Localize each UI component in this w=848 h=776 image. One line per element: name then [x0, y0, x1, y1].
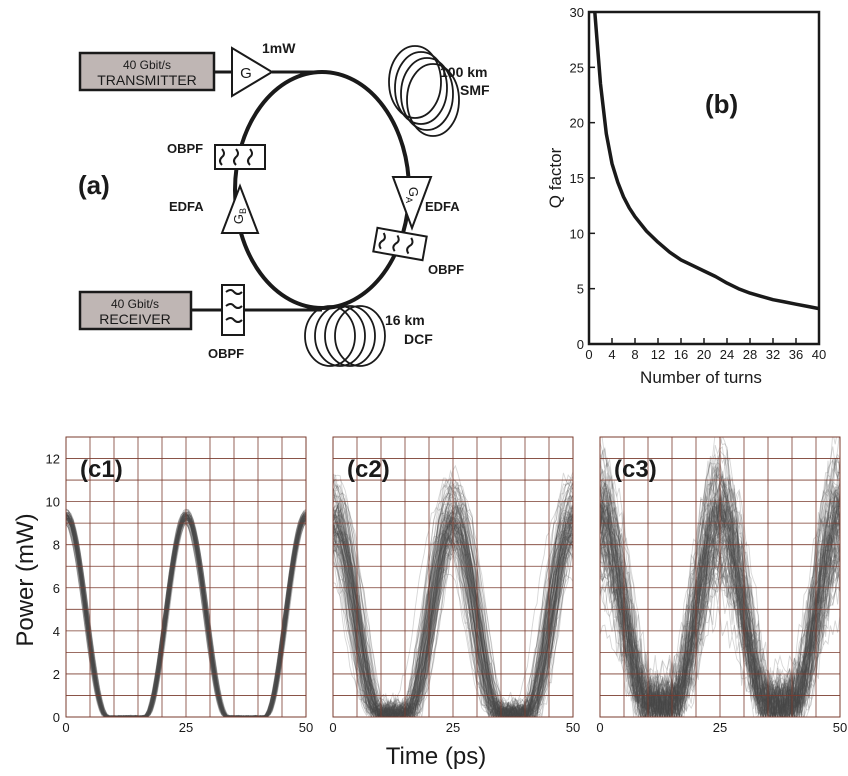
y-tick-label: 8	[53, 538, 60, 553]
y-tick-label: 12	[46, 452, 60, 467]
transmitter-label: TRANSMITTER	[97, 72, 197, 88]
panel-label-b: (b)	[705, 89, 738, 119]
dcf-length-label: 16 km	[385, 312, 425, 328]
edfa-b-amplifier	[220, 183, 260, 234]
x-tick-label: 36	[789, 347, 803, 362]
obpf-label-bottom: OBPF	[208, 346, 244, 361]
x-tick-label: 50	[566, 720, 580, 735]
x-tick-label: 50	[833, 720, 847, 735]
smf-coil	[388, 45, 460, 137]
y-tick-label: 15	[570, 171, 584, 186]
x-tick-label: 24	[720, 347, 734, 362]
q-factor-curve	[593, 11, 820, 311]
y-tick-label: 2	[53, 667, 60, 682]
x-tick-label: 40	[812, 347, 826, 362]
eye-diagram-c2: 0 25 50 (c2)	[329, 436, 580, 735]
edfa-label-right: EDFA	[425, 199, 460, 214]
panel-label-c3: (c3)	[614, 456, 657, 483]
gain-a-symbol: G	[406, 187, 421, 197]
q-factor-plot-frame	[587, 10, 821, 346]
receiver-box	[78, 290, 193, 331]
x-tick-label: 16	[674, 347, 688, 362]
y-tick-label: 30	[570, 5, 584, 20]
y-tick-label: 5	[577, 282, 584, 297]
obpf-filter-left	[214, 144, 266, 170]
eye-plot-frame	[599, 436, 841, 718]
x-tick-label: 0	[62, 720, 69, 735]
q-factor-x-label: Number of turns	[640, 368, 762, 387]
obpf-label-right: OBPF	[428, 262, 464, 277]
gain-b-subscript: B	[238, 208, 248, 214]
y-tick-label: 10	[46, 495, 60, 510]
booster-amplifier	[231, 46, 274, 98]
x-tick-label: 0	[585, 347, 592, 362]
x-tick-label: 50	[299, 720, 313, 735]
smf-length-label: 100 km	[440, 64, 487, 80]
panel-label-c2: (c2)	[347, 456, 390, 483]
x-tick-label: 28	[743, 347, 757, 362]
receiver-rate: 40 Gbit/s	[111, 297, 159, 311]
obpf-label-left: OBPF	[167, 141, 203, 156]
q-factor-y-label: Q factor	[546, 147, 565, 208]
smf-label: SMF	[460, 82, 490, 98]
panel-label-c1: (c1)	[80, 456, 123, 483]
fiber-loop-schematic: 40 Gbit/s TRANSMITTER G 1mW 100 km SMF O…	[78, 40, 490, 367]
eye-plot-frame	[332, 436, 574, 718]
x-tick-label: 25	[446, 720, 460, 735]
power-label: 1mW	[262, 40, 296, 56]
transmitter-rate: 40 Gbit/s	[123, 58, 171, 72]
eye-diagram-c1: 0 25 50 0 2 4 6 8 10 12 (c1)	[46, 436, 313, 735]
eye-y-label: Power (mW)	[12, 513, 39, 646]
transmitter-box	[78, 51, 216, 92]
edfa-a-gain: GA	[404, 187, 421, 203]
panel-label-a: (a)	[78, 170, 110, 200]
x-tick-label: 0	[329, 720, 336, 735]
y-tick-label: 10	[570, 226, 584, 241]
y-tick-label: 20	[570, 116, 584, 131]
booster-gain-label: G	[240, 65, 252, 82]
edfa-b-gain: GB	[231, 208, 248, 224]
receiver-label: RECEIVER	[99, 311, 171, 327]
dcf-label: DCF	[404, 331, 433, 347]
y-tick-label: 25	[570, 60, 584, 75]
eye-plot-frame	[65, 436, 307, 718]
x-tick-label: 4	[608, 347, 615, 362]
x-tick-label: 20	[697, 347, 711, 362]
y-tick-label: 0	[577, 337, 584, 352]
edfa-label-left: EDFA	[169, 199, 204, 214]
x-tick-label: 12	[651, 347, 665, 362]
y-tick-label: 0	[53, 710, 60, 725]
x-tick-label: 25	[713, 720, 727, 735]
y-tick-label: 6	[53, 581, 60, 596]
edfa-a-amplifier	[391, 176, 433, 231]
obpf-filter-left-symbol	[219, 148, 253, 166]
q-factor-chart: 0 4 8 12 16 20 24 28 32 36 40 0 5 10 15 20 25 30 (b) Q fa…	[546, 5, 826, 387]
x-tick-label: 0	[596, 720, 603, 735]
recirculating-loop	[233, 70, 411, 310]
obpf-filter-right	[372, 226, 428, 262]
x-tick-label: 25	[179, 720, 193, 735]
eye-diagram-c3: 0 25 50 (c3)	[596, 436, 847, 735]
x-tick-label: 8	[631, 347, 638, 362]
x-tick-label: 32	[766, 347, 780, 362]
dcf-coil	[304, 305, 386, 367]
y-tick-label: 4	[53, 624, 60, 639]
eye-x-label: Time (ps)	[386, 743, 486, 770]
obpf-filter-right-symbol	[378, 232, 414, 255]
gain-b-symbol: G	[231, 214, 246, 224]
gain-a-subscript: A	[404, 197, 414, 203]
obpf-filter-bottom-symbol	[225, 289, 243, 323]
